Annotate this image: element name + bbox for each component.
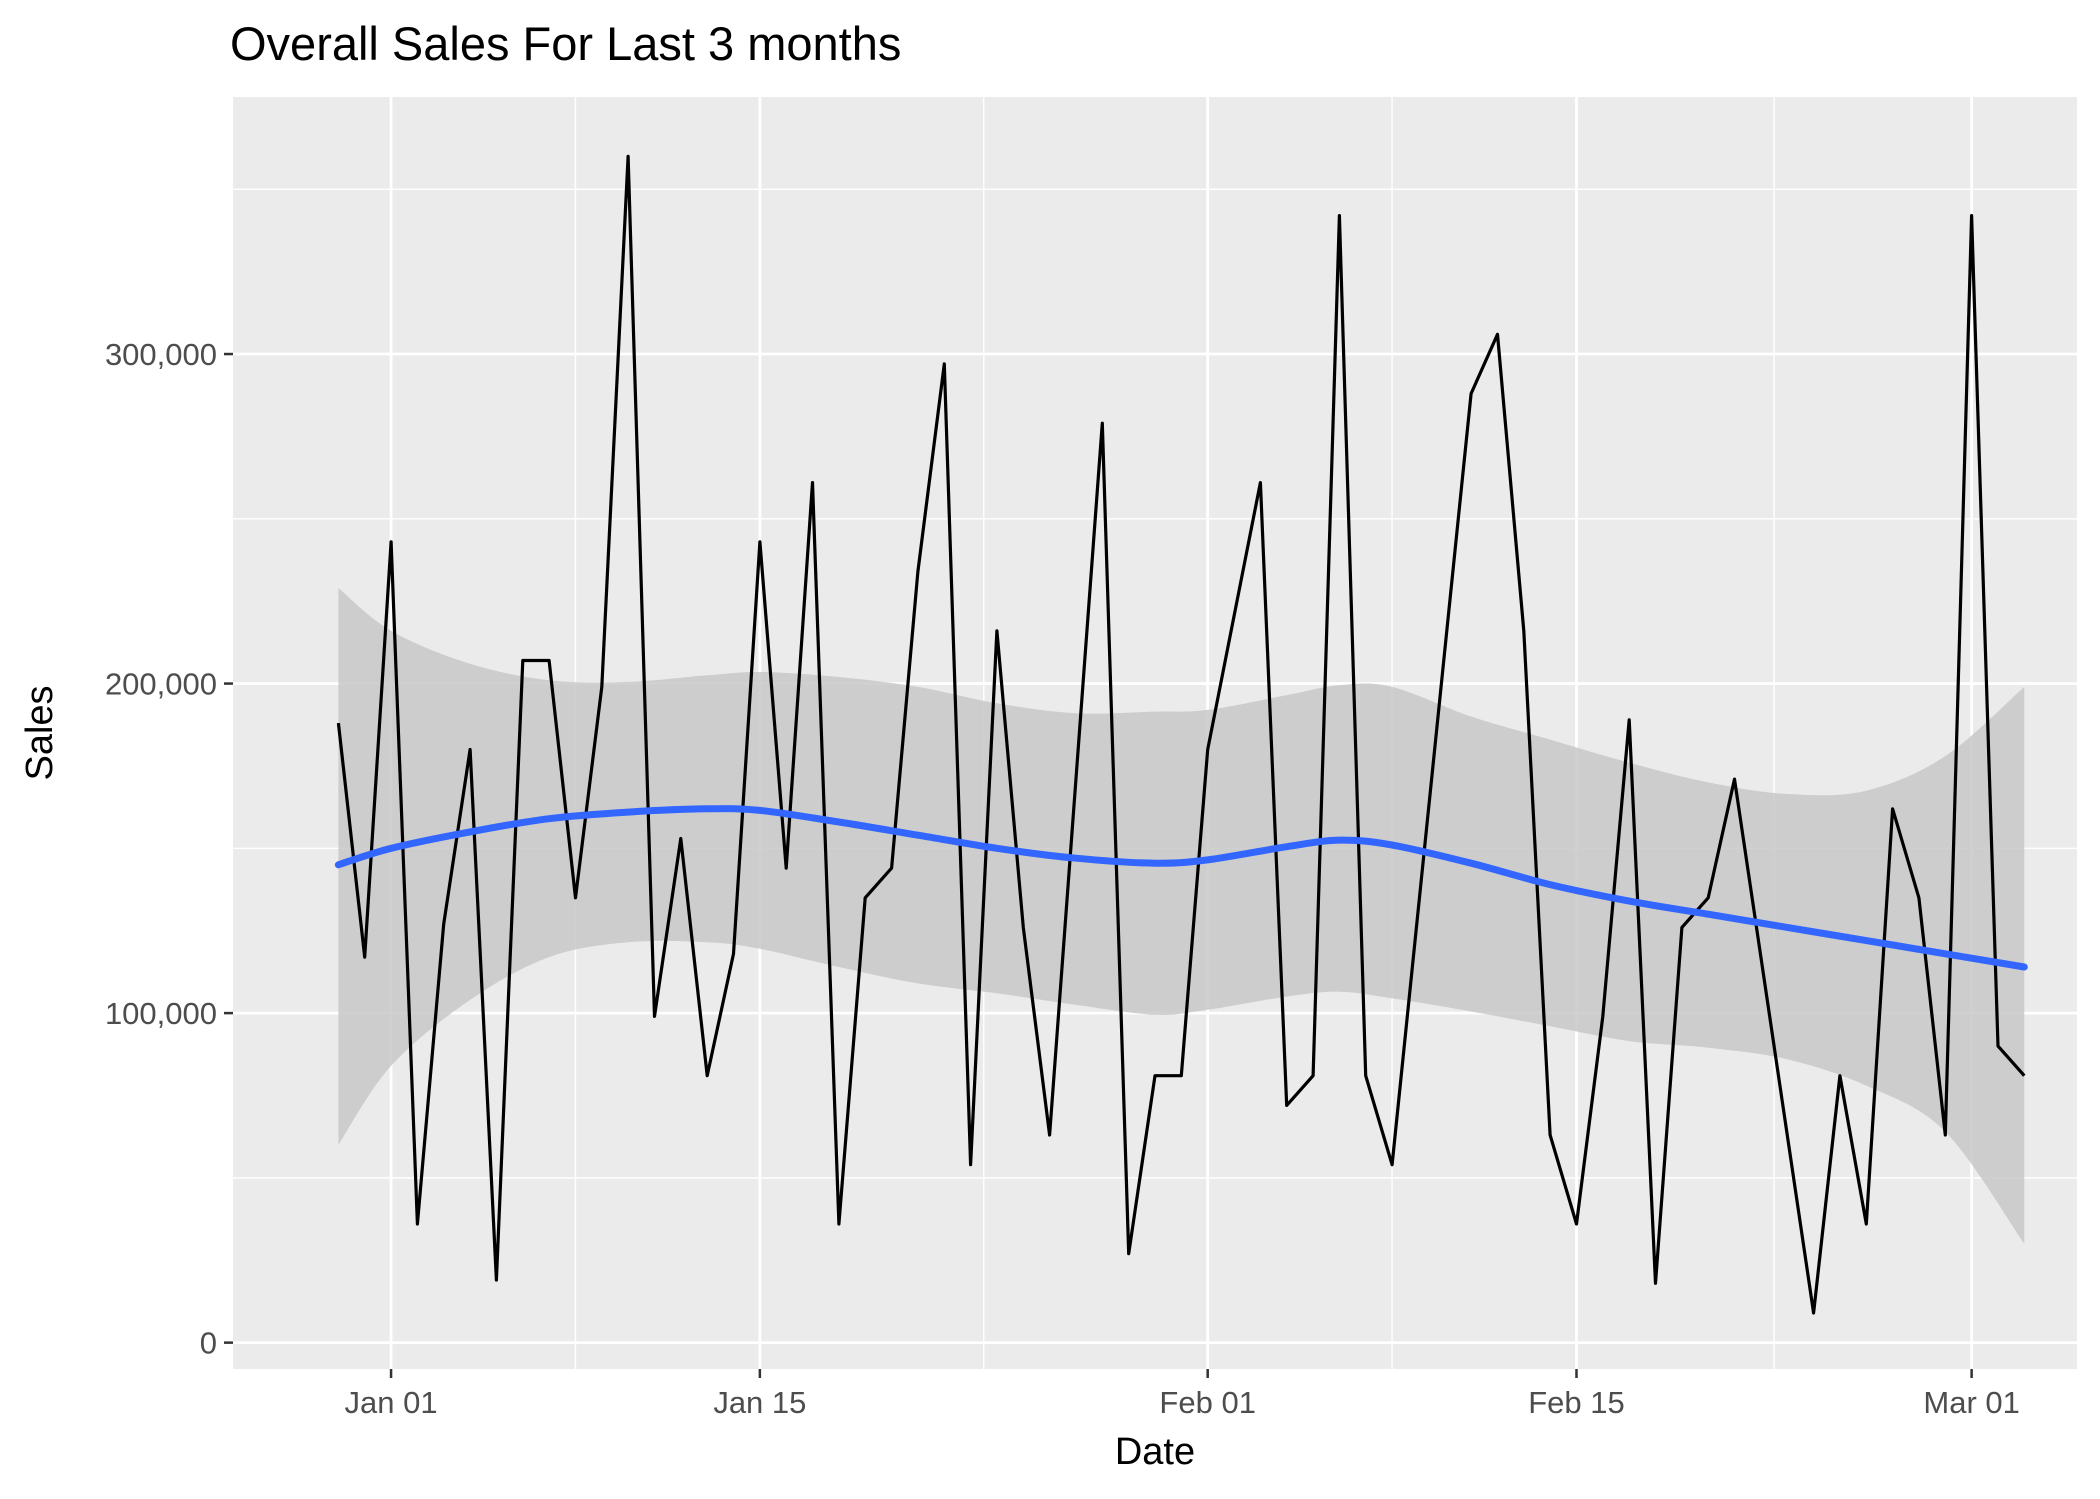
- x-tick-label: Feb 01: [1159, 1385, 1256, 1420]
- smooth-trend-line: [334, 805, 2028, 971]
- x-axis-title: Date: [1115, 1431, 1195, 1473]
- y-tick-label: 200,000: [105, 667, 217, 702]
- y-axis-title: Sales: [19, 685, 61, 780]
- sales-series-line: [336, 154, 2026, 1315]
- x-axis: Jan 01 Jan 15 Feb 01 Feb 15 Mar 01: [345, 1369, 2020, 1420]
- chart-title: Overall Sales For Last 3 months: [230, 17, 901, 70]
- y-tick-label: 0: [200, 1326, 217, 1361]
- y-tick-label: 300,000: [105, 337, 217, 372]
- x-tick-label: Jan 15: [713, 1385, 806, 1420]
- x-tick-label: Jan 01: [345, 1385, 438, 1420]
- x-tick-label: Mar 01: [1923, 1385, 2019, 1420]
- x-tick-label: Feb 15: [1528, 1385, 1625, 1420]
- y-axis: 0 100,000 200,000 300,000: [105, 337, 233, 1361]
- y-tick-label: 100,000: [105, 996, 217, 1031]
- confidence-band: [338, 588, 2025, 1244]
